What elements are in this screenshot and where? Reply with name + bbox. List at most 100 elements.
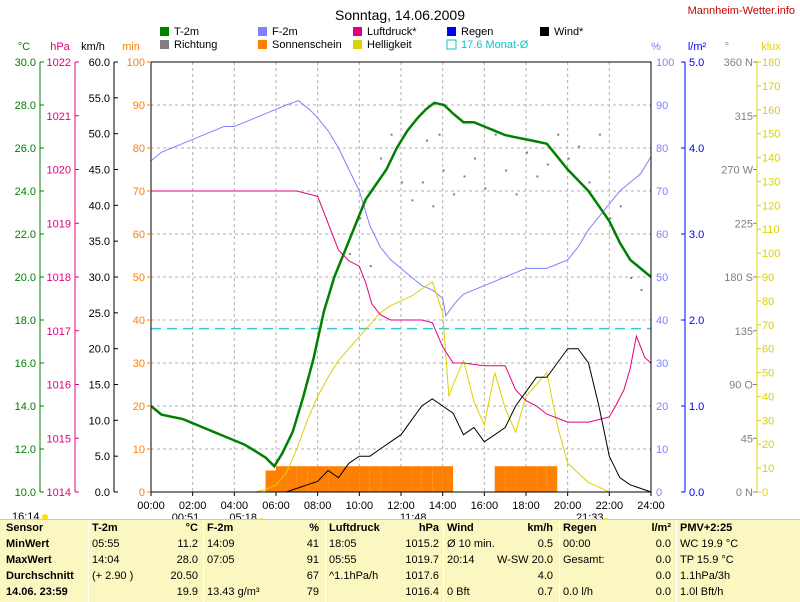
y-tick-label: 60 xyxy=(656,229,668,241)
stats-row: 0.0 xyxy=(563,568,675,584)
stats-cell-label: 05:55 xyxy=(92,538,120,550)
axis-unit: km/h xyxy=(81,41,105,53)
stats-row: 05:55 11.2 xyxy=(92,536,202,552)
y-tick-label: 90 xyxy=(133,100,145,112)
legend-swatch xyxy=(353,27,362,36)
x-tick-label: 24:00 xyxy=(637,500,665,512)
sunrise-icon xyxy=(259,518,264,519)
series-pressure xyxy=(151,190,652,423)
stats-cell-value: 0.0 xyxy=(655,554,671,566)
stats-column: Regen l/m² 00:00 0.0 Gesamt: 0.0 0.0 0.0 l/h 0.0 xyxy=(563,520,675,602)
sunshine-bar xyxy=(296,466,308,492)
axis-unit: °C xyxy=(18,41,30,53)
sunshine-bar xyxy=(515,466,526,492)
y-tick-label: 0 xyxy=(139,487,145,499)
sunshine-bar xyxy=(432,466,443,492)
stats-cell-label: MaxWert xyxy=(6,554,52,566)
x-tick-label: 10:00 xyxy=(346,500,374,512)
y-tick-label: 40 xyxy=(133,315,145,327)
direction-point xyxy=(380,157,383,160)
series-brightness xyxy=(151,281,651,493)
direction-point xyxy=(526,151,528,154)
y-tick-label: 0 N xyxy=(736,487,753,499)
sunset-time: 21:33 xyxy=(576,512,604,519)
stats-cell-label: Gesamt: xyxy=(563,554,605,566)
y-tick-label: 10 xyxy=(656,444,668,456)
axis-unit: % xyxy=(651,41,661,53)
legend-label: Luftdruck* xyxy=(367,26,417,38)
y-tick-label: 1016 xyxy=(47,380,71,392)
stats-header-unit: l/m² xyxy=(651,522,671,534)
y-tick-label: 1.0 xyxy=(689,401,704,413)
stats-separator xyxy=(676,520,677,602)
stats-separator xyxy=(88,520,89,602)
legend-label: 17.6 Monat-Ø xyxy=(461,39,529,51)
y-tick-label: 1014 xyxy=(47,487,71,499)
y-tick-label: 20 xyxy=(133,401,145,413)
stats-cell-value: 4.0 xyxy=(537,570,553,582)
stats-row: 18:05 1015.2 xyxy=(329,536,443,552)
stats-header-title: Wind xyxy=(447,522,474,534)
stats-cell-value: 1015.2 xyxy=(405,538,439,550)
legend-swatch xyxy=(540,27,549,36)
direction-point xyxy=(505,169,508,172)
time-markers: 16:14 00:51 05:18 11:48 21:33 xyxy=(12,511,609,519)
y-tick-label: 50 xyxy=(656,272,668,284)
stats-row: Gesamt: 0.0 xyxy=(563,552,675,568)
stats-cell-label: 13.43 g/m³ xyxy=(207,586,260,598)
y-tick-label: 20.0 xyxy=(89,344,110,356)
direction-point xyxy=(442,169,445,172)
y-tick-label: 25.0 xyxy=(89,308,110,320)
y-tick-label: 40 xyxy=(656,315,668,327)
y-tick-label: 180 S xyxy=(724,272,753,284)
direction-point xyxy=(473,157,476,160)
direction-point xyxy=(348,253,351,256)
site-label[interactable]: Mannheim-Wetter.info xyxy=(688,5,795,17)
stats-cell-value: 1019.7 xyxy=(405,554,439,566)
y-tick-label: 30 xyxy=(762,415,774,427)
stats-row: 1016.4 xyxy=(329,584,443,600)
y-tick-label: 1022 xyxy=(47,57,71,69)
y-tick-label: 20.0 xyxy=(15,272,36,284)
y-tick-label: 1020 xyxy=(47,165,71,177)
stats-cell-value: 0.0 xyxy=(655,586,671,598)
sunset-icon xyxy=(603,518,609,519)
direction-point xyxy=(536,175,539,178)
y-tick-label: 50 xyxy=(762,368,774,380)
y-tick-label: 100 xyxy=(762,248,780,260)
stats-cell-label: 14:09 xyxy=(207,538,235,550)
stats-row: WC 19.9 °C xyxy=(680,536,798,552)
stats-header-title: PMV+2:25 xyxy=(680,522,733,534)
y-tick-label: 1017 xyxy=(47,326,71,338)
stats-cell-value: 19.9 xyxy=(176,586,198,598)
y-tick-label: 35.0 xyxy=(89,236,110,248)
stats-header-unit: hPa xyxy=(418,522,439,534)
sunshine-bar xyxy=(369,466,381,492)
weather-chart: Sonntag, 14.06.2009 Mannheim-Wetter.info… xyxy=(12,5,795,519)
axis-unit-labels: °C hPa km/h min% l/m² ° klux xyxy=(18,41,781,53)
series-temperature xyxy=(150,101,652,469)
sunshine-bar xyxy=(526,466,537,492)
stats-cell-label: (+ 2.90 ) xyxy=(92,570,134,582)
stats-row: 13.43 g/m³ 79 xyxy=(207,584,323,600)
stats-header-title: Luftdruck xyxy=(329,522,380,534)
legend-swatch xyxy=(258,40,267,49)
sun-icon xyxy=(42,514,48,519)
stats-cell-value: 0.0 xyxy=(655,538,671,550)
stats-header: Sensor xyxy=(6,520,90,536)
direction-point xyxy=(619,205,622,208)
sunshine-bar xyxy=(442,466,454,492)
stats-cell-label: 0.0 l/h xyxy=(563,586,593,598)
stats-row: MaxWert xyxy=(6,552,90,568)
stats-row: ^1.1hPa/h 1017.6 xyxy=(329,568,443,584)
legend-label: Regen xyxy=(461,26,493,38)
axis-unit: min xyxy=(122,41,140,53)
stats-column: Luftdruck hPa 18:05 1015.2 05:55 1019.7 ^1.1hP… xyxy=(329,520,443,602)
x-tick-label: 06:00 xyxy=(262,500,290,512)
x-tick-label: 20:00 xyxy=(554,500,582,512)
stats-cell-label: 14.06. 23:59 xyxy=(6,586,68,598)
y-tick-label: 50 xyxy=(133,272,145,284)
stats-header-title: T-2m xyxy=(92,522,118,534)
direction-point xyxy=(411,199,414,202)
